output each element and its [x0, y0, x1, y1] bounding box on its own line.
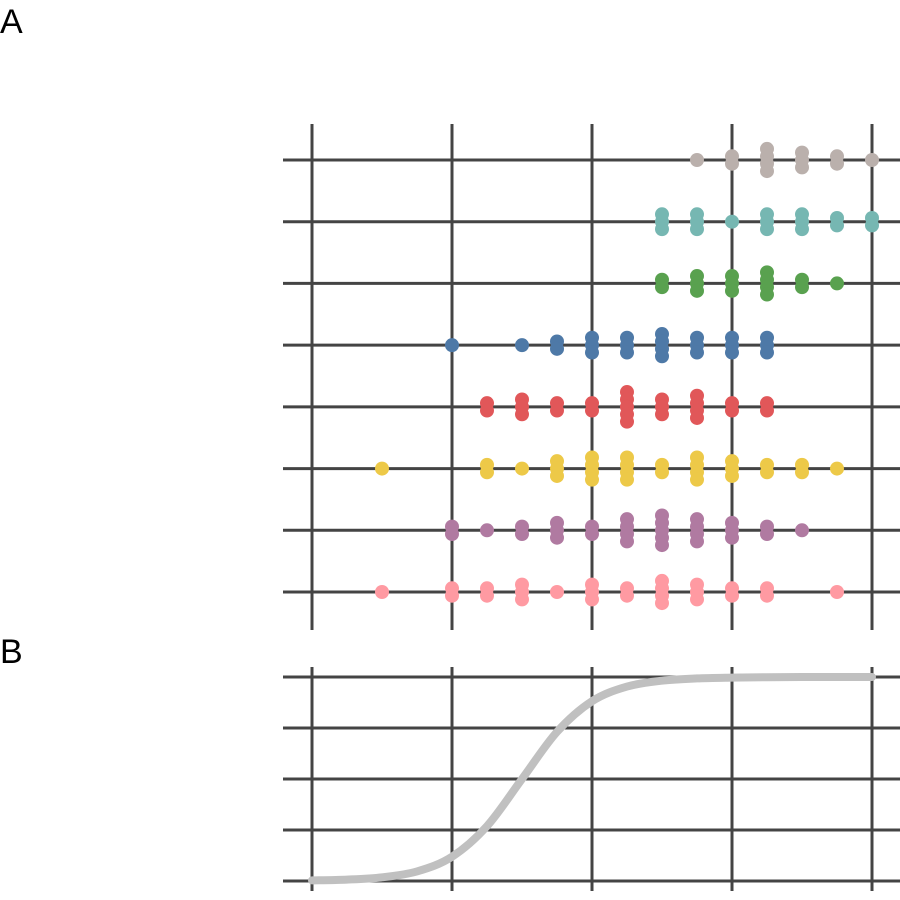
a-point-s7-1-1 — [725, 156, 739, 171]
a-point-s1-0-1 — [445, 526, 459, 541]
a-point-s0-2-1 — [480, 588, 494, 603]
a-point-s6-6-1 — [865, 218, 879, 233]
a-point-s7-3-2 — [795, 160, 809, 175]
a-point-s5-3-3 — [760, 287, 774, 302]
a-point-s0-7-3 — [655, 596, 669, 611]
a-point-s2-0-0 — [375, 461, 389, 476]
panel-a-grid — [283, 124, 900, 630]
a-point-s4-1-0 — [515, 338, 529, 353]
a-point-s3-8-1 — [760, 403, 774, 418]
a-point-s3-0-1 — [480, 403, 494, 418]
a-point-s4-2-1 — [550, 341, 564, 356]
a-point-s0-10-1 — [760, 588, 774, 603]
a-point-s2-10-1 — [795, 465, 809, 480]
a-point-s0-0-0 — [375, 585, 389, 599]
a-point-s0-3-2 — [515, 592, 529, 607]
a-point-s1-10-0 — [795, 523, 809, 538]
a-point-s5-2-2 — [725, 283, 739, 298]
panel-a-points — [375, 141, 879, 611]
a-point-s2-2-0 — [515, 461, 529, 476]
a-point-s2-11-0 — [830, 461, 844, 476]
a-point-s1-6-4 — [655, 538, 669, 553]
a-point-s0-6-1 — [620, 588, 634, 603]
a-point-s2-6-1 — [655, 465, 669, 480]
a-point-s4-0-0 — [445, 338, 459, 353]
a-point-s2-5-3 — [620, 472, 634, 487]
a-point-s6-3-2 — [760, 222, 774, 237]
a-point-s6-0-2 — [655, 222, 669, 237]
a-point-s2-4-3 — [585, 472, 599, 487]
a-point-s4-4-2 — [620, 345, 634, 360]
a-point-s5-4-1 — [795, 280, 809, 295]
a-point-s0-4-0 — [550, 585, 564, 599]
a-point-s7-0-0 — [690, 153, 704, 167]
a-point-s4-6-2 — [690, 345, 704, 360]
a-point-s7-2-3 — [760, 164, 774, 179]
a-point-s5-0-1 — [655, 280, 669, 295]
a-point-s3-6-3 — [690, 410, 704, 425]
a-point-s3-2-1 — [550, 403, 564, 418]
a-point-s3-4-4 — [620, 414, 634, 429]
a-point-s5-5-0 — [830, 276, 844, 291]
a-point-s1-1-0 — [480, 523, 494, 538]
a-point-s1-8-2 — [725, 530, 739, 545]
a-point-s0-9-1 — [725, 588, 739, 603]
a-point-s1-7-3 — [690, 534, 704, 549]
a-point-s6-2-0 — [725, 214, 739, 229]
a-point-s2-8-2 — [725, 468, 739, 483]
a-point-s7-5-0 — [865, 153, 879, 167]
a-point-s6-4-2 — [795, 222, 809, 237]
a-point-s0-5-2 — [585, 592, 599, 607]
a-point-s4-7-2 — [725, 345, 739, 360]
a-point-s3-5-2 — [655, 407, 669, 422]
a-point-s1-4-1 — [585, 526, 599, 541]
a-point-s1-2-1 — [515, 526, 529, 541]
a-point-s3-1-2 — [515, 407, 529, 422]
a-point-s6-5-1 — [830, 218, 844, 233]
a-point-s0-8-2 — [690, 592, 704, 607]
a-point-s4-8-2 — [760, 345, 774, 360]
panel-a-label: A — [0, 3, 23, 41]
a-point-s4-3-2 — [585, 345, 599, 360]
b-curve-0 — [308, 672, 876, 885]
panel-b-chart — [283, 667, 900, 891]
a-point-s2-7-3 — [690, 472, 704, 487]
panel-a-chart — [283, 124, 900, 630]
a-point-s7-4-1 — [830, 156, 844, 171]
a-point-s1-5-3 — [620, 534, 634, 549]
a-point-s3-3-1 — [585, 403, 599, 418]
a-point-s5-1-2 — [690, 283, 704, 298]
panel-b-lines — [308, 672, 876, 885]
a-point-s2-3-2 — [550, 468, 564, 483]
a-point-s2-9-1 — [760, 465, 774, 480]
panel-b-label: B — [0, 633, 23, 671]
a-point-s1-9-1 — [760, 526, 774, 541]
a-point-s1-3-2 — [550, 530, 564, 545]
a-point-s6-1-2 — [690, 222, 704, 237]
a-point-s0-1-1 — [445, 588, 459, 603]
a-point-s0-11-0 — [830, 585, 844, 599]
a-point-s4-5-3 — [655, 349, 669, 364]
a-point-s3-7-1 — [725, 403, 739, 418]
a-point-s2-1-1 — [480, 465, 494, 480]
